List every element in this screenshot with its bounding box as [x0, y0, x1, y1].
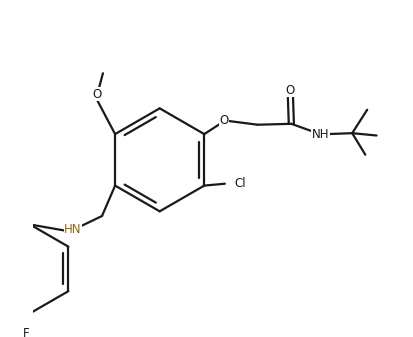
Text: O: O — [219, 115, 228, 127]
Text: O: O — [286, 84, 295, 97]
Text: NH: NH — [312, 128, 329, 141]
Text: O: O — [93, 88, 102, 101]
Text: Cl: Cl — [234, 177, 246, 190]
Text: F: F — [23, 327, 30, 337]
Text: HN: HN — [64, 223, 82, 236]
